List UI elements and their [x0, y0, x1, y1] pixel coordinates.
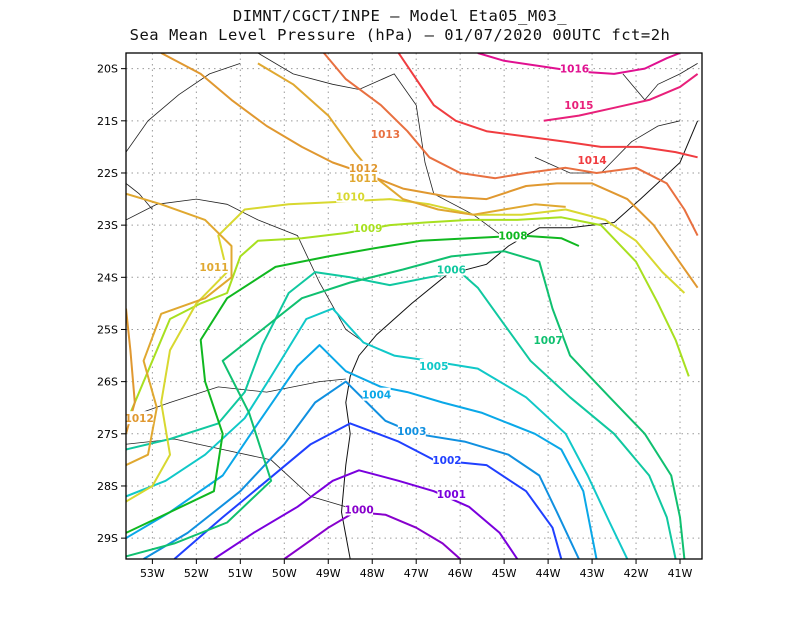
- isobar-label: 1010: [336, 191, 365, 203]
- isobar-lines: [126, 53, 699, 559]
- isobar-label-bg: [437, 262, 466, 276]
- isobar-label-bg: [349, 171, 378, 185]
- isobar-label: 1016: [560, 64, 589, 76]
- x-tick-label: 49W: [316, 567, 341, 580]
- isobar-1013: [323, 53, 699, 237]
- isobar-label-bg: [578, 152, 607, 166]
- state-border: [126, 63, 241, 153]
- y-tick-label: 22S: [97, 167, 118, 180]
- isobar-1011: [257, 62, 566, 216]
- isobar-label-bg: [498, 228, 527, 242]
- y-tick-label: 28S: [97, 480, 118, 493]
- isobar-label: 1011: [199, 262, 228, 274]
- x-tick-label: 50W: [272, 567, 297, 580]
- isobar-label-bg: [353, 220, 382, 234]
- isobar-label: 1012: [125, 413, 154, 425]
- isobar-1008: [126, 234, 580, 534]
- isobar-1003: [143, 380, 580, 559]
- isobar-label-bg: [345, 502, 374, 516]
- grid-lines: [126, 53, 702, 559]
- y-tick-label: 29S: [97, 532, 118, 545]
- x-tick-label: 52W: [184, 567, 209, 580]
- isobar-label: 1015: [564, 100, 593, 112]
- isobar-label-bg: [419, 358, 448, 372]
- isobar-1006: [126, 271, 677, 559]
- isobar-label-bg: [437, 486, 466, 500]
- isobar-label: 1012: [349, 163, 378, 175]
- x-tick-label: 51W: [228, 567, 253, 580]
- isobar-label: 1002: [432, 455, 461, 467]
- isobar-label: 1013: [371, 129, 400, 141]
- isobar-label: 1007: [533, 335, 562, 347]
- x-tick-label: 45W: [492, 567, 517, 580]
- isobar-1015: [543, 73, 699, 122]
- map-title-line2: Sea Mean Level Pressure (hPa) – 01/07/20…: [129, 26, 671, 44]
- isobar-label-bg: [125, 411, 154, 425]
- isobar-label: 1006: [437, 264, 466, 276]
- y-tick-label: 23S: [97, 219, 118, 232]
- isobar-label-bg: [336, 189, 365, 203]
- isobar-label: 1003: [397, 426, 426, 438]
- isobar-label: 1000: [344, 504, 373, 516]
- isobar-1007: [126, 250, 686, 559]
- state-border: [257, 53, 509, 242]
- isobar-label: 1008: [498, 231, 527, 243]
- state-border: [622, 63, 698, 101]
- isobar-1010: [126, 198, 686, 503]
- isobar-label-bg: [397, 424, 426, 438]
- x-tick-label: 43W: [580, 567, 605, 580]
- isobar-1016: [477, 53, 681, 75]
- isobar-label-bg: [534, 332, 563, 346]
- x-tick-label: 53W: [140, 567, 165, 580]
- y-tick-label: 26S: [97, 376, 118, 389]
- isobar-1004: [126, 344, 598, 559]
- latitude-ticks: 20S 21S 22S 23S 24S 25S 26S 27S 28S 29S: [97, 63, 126, 545]
- y-tick-label: 27S: [97, 428, 118, 441]
- isobar-label-bg: [371, 126, 400, 140]
- y-tick-label: 25S: [97, 323, 118, 336]
- isobar-label-bg: [362, 387, 391, 401]
- isobar-label: 1009: [353, 223, 382, 235]
- state-border: [534, 120, 681, 174]
- isobar-label-bg: [432, 452, 461, 466]
- x-tick-label: 46W: [448, 567, 473, 580]
- isobar-label-bg: [560, 61, 589, 75]
- isobar-label: 1011: [349, 173, 378, 185]
- x-tick-label: 44W: [536, 567, 561, 580]
- isobar-label-bg: [564, 98, 593, 112]
- isobar-1001: [213, 469, 519, 559]
- state-border: [126, 183, 153, 210]
- y-tick-label: 21S: [97, 115, 118, 128]
- isobar-1014: [397, 53, 698, 159]
- isobar-1012: [160, 53, 699, 289]
- x-tick-label: 42W: [624, 567, 649, 580]
- isobar-label: 1005: [419, 361, 448, 373]
- state-border: [126, 378, 346, 419]
- y-tick-label: 24S: [97, 271, 118, 284]
- isobar-1011: [126, 192, 233, 467]
- isobar-label-bg: [199, 259, 228, 273]
- state-border: [126, 198, 369, 346]
- isobar-label-bg: [349, 160, 378, 174]
- x-tick-label: 41W: [668, 567, 693, 580]
- x-tick-label: 48W: [360, 567, 385, 580]
- coastline: [340, 120, 699, 559]
- coastline-path: [340, 120, 699, 559]
- isobar-labels: 1000 1001 1002 1003 1004 1005 1006 1007 1008 1009…: [125, 61, 607, 516]
- isobar-label: 1001: [437, 489, 466, 501]
- isobar-1000: [283, 511, 461, 559]
- isobar-1002: [173, 422, 563, 559]
- isobar-1005: [126, 307, 629, 559]
- isobar-label: 1014: [577, 155, 606, 167]
- y-tick-label: 20S: [97, 63, 118, 76]
- isobar-label: 1004: [362, 390, 391, 402]
- map-title-line1: DIMNT/CGCT/INPE – Model Eta05_M03_: [232, 7, 568, 25]
- longitude-ticks: 53W 52W 51W 50W 49W 48W 47W 46W 45W 44W 43W 42W 41W: [140, 559, 693, 580]
- x-tick-label: 47W: [404, 567, 429, 580]
- plot-frame: [125, 52, 703, 560]
